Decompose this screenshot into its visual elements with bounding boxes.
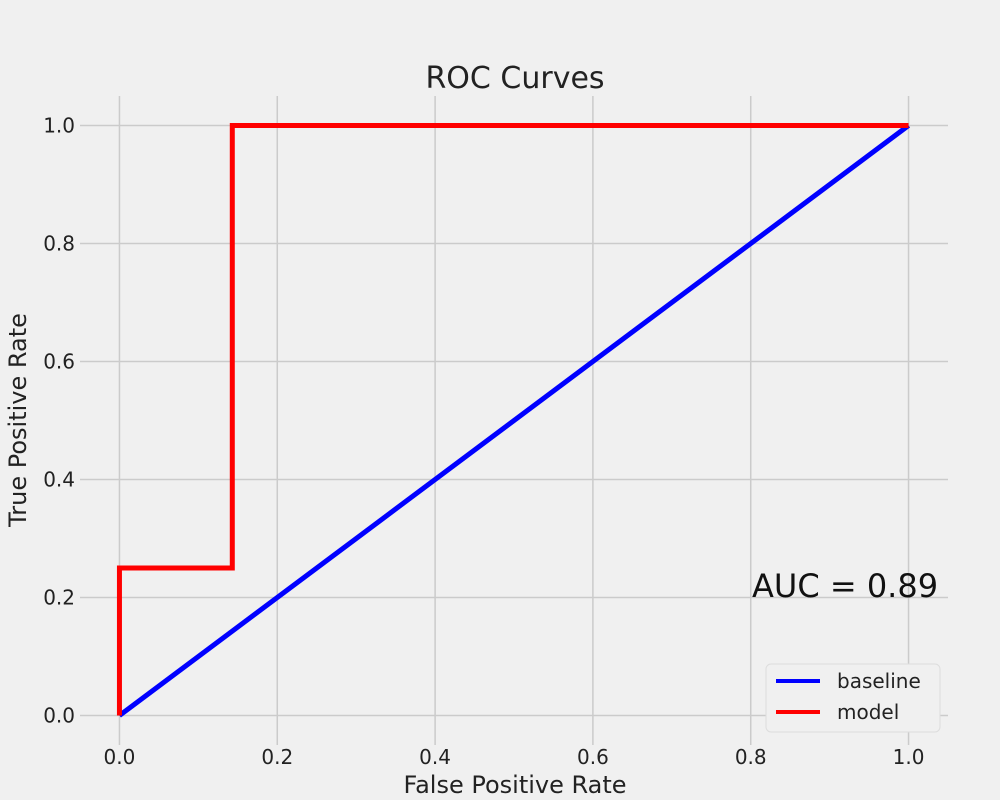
series-line-model xyxy=(116,123,909,716)
legend: baseline model xyxy=(765,663,941,733)
series-line-baseline xyxy=(117,123,911,718)
y-tick-label: 0.6 xyxy=(43,350,75,374)
x-tick-label: 0.6 xyxy=(577,745,609,769)
y-tick-label: 0.2 xyxy=(43,586,75,610)
x-axis-label: False Positive Rate xyxy=(403,771,626,799)
y-tick-label: 1.0 xyxy=(43,114,75,138)
y-tick-label: 0.0 xyxy=(43,704,75,728)
x-tick-label: 0.2 xyxy=(261,745,293,769)
y-tick-label: 0.8 xyxy=(43,232,75,256)
y-axis-label: True Positive Rate xyxy=(4,313,32,528)
x-tick-label: 0.8 xyxy=(735,745,767,769)
series-layer xyxy=(116,123,911,718)
chart-title: ROC Curves xyxy=(425,61,604,96)
legend-model-label: model xyxy=(837,700,899,724)
x-tick-label: 0.0 xyxy=(104,745,136,769)
legend-baseline-label: baseline xyxy=(837,669,921,693)
auc-annotation: AUC = 0.89 xyxy=(752,567,938,605)
y-tick-label: 0.4 xyxy=(43,468,75,492)
tick-labels: 0.0 0.2 0.4 0.6 0.8 1.0 0.0 0.2 0.4 0.6 0.8 1.0 xyxy=(43,114,924,770)
grid xyxy=(80,96,948,745)
x-tick-label: 0.4 xyxy=(419,745,451,769)
x-tick-label: 1.0 xyxy=(893,745,925,769)
